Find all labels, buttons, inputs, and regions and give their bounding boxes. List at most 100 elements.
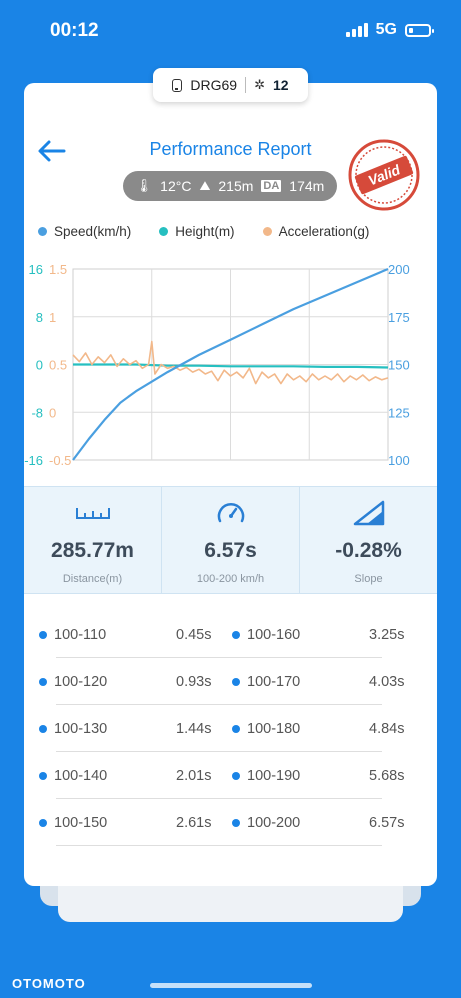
home-indicator[interactable]	[150, 983, 312, 988]
device-pill[interactable]: DRG69 ✲ 12	[153, 68, 308, 102]
split-bullet-icon	[232, 678, 240, 686]
split-time: 4.84s	[369, 721, 405, 737]
split-time: 6.57s	[369, 815, 405, 831]
time-value: 6.57s	[204, 539, 257, 562]
split-time: 2.61s	[176, 815, 212, 831]
stat-time: 6.57s 100-200 km/h	[161, 487, 299, 593]
split-bullet-icon	[232, 631, 240, 639]
thermometer-icon: 🌡︎	[135, 178, 153, 193]
split-row: 100-120 0.93s 100-170 4.03s	[24, 658, 437, 705]
acceleration-tick-label: 0	[49, 405, 56, 420]
speed-tick-label: 125	[388, 405, 410, 420]
split-time: 0.45s	[176, 627, 212, 643]
row-divider	[56, 798, 382, 799]
split-bullet-icon	[39, 725, 47, 733]
acceleration-tick-label: 0.5	[49, 358, 67, 373]
mountain-icon: ⛰︎	[199, 178, 211, 193]
speed-tick-label: 100	[388, 453, 410, 468]
battery-icon	[405, 23, 434, 37]
time-label: 100-200 km/h	[196, 573, 265, 585]
split-bullet-icon	[39, 772, 47, 780]
legend-acceleration-label: Acceleration(g)	[278, 224, 370, 239]
acceleration-tick-label: 1	[49, 310, 56, 325]
split-row: 100-130 1.44s 100-180 4.84s	[24, 705, 437, 752]
acceleration-tick-label: 1.5	[49, 262, 67, 277]
split-bullet-icon	[232, 819, 240, 827]
split-range: 100-140	[54, 768, 108, 784]
split-range: 100-110	[54, 627, 107, 643]
otomoto-watermark: OTOMOTO	[12, 976, 86, 991]
height-series-line	[73, 363, 389, 369]
pill-divider	[245, 77, 247, 93]
split-row: 100-110 0.45s 100-160 3.25s	[24, 611, 437, 658]
stat-slope: -0.28% Slope	[299, 487, 437, 593]
back-arrow-icon[interactable]	[36, 139, 66, 163]
split-range: 100-160	[247, 627, 301, 643]
temperature-value: 12°C	[160, 178, 192, 194]
split-bullet-icon	[39, 819, 47, 827]
slope-value: -0.28%	[335, 539, 402, 562]
stats-panel: 285.77m Distance(m) 6.57s 100-200 km/h	[24, 486, 437, 594]
distance-label: Distance(m)	[62, 573, 123, 585]
speedometer-icon	[217, 503, 244, 523]
height-tick-label: -16	[24, 453, 43, 468]
slope-icon	[353, 500, 384, 526]
height-tick-label: 8	[36, 310, 43, 325]
speed-tick-label: 150	[388, 358, 410, 373]
split-time: 3.25s	[369, 627, 405, 643]
split-range: 100-200	[247, 815, 301, 831]
density-altitude-badge: DA	[261, 180, 282, 192]
split-range: 100-120	[54, 674, 108, 690]
ruler-icon	[75, 508, 110, 519]
split-range: 100-170	[247, 674, 301, 690]
split-time: 5.68s	[369, 768, 405, 784]
altitude-value: 215m	[218, 178, 254, 194]
satellite-count: 12	[273, 77, 289, 93]
device-icon	[172, 78, 183, 92]
speed-tick-label: 200	[388, 262, 410, 277]
split-range: 100-150	[54, 815, 108, 831]
chart-legend: Speed(km/h) Height(m) Acceleration(g)	[38, 224, 369, 239]
split-range: 100-180	[247, 721, 301, 737]
status-bar: 00:12 5G	[0, 0, 461, 62]
split-bullet-icon	[232, 772, 240, 780]
legend-speed-label: Speed(km/h)	[54, 224, 132, 239]
network-label: 5G	[375, 21, 397, 38]
split-range: 100-130	[54, 721, 108, 737]
row-divider	[56, 657, 382, 658]
slope-label: Slope	[354, 573, 383, 585]
row-divider	[56, 751, 382, 752]
legend-acceleration: Acceleration(g)	[262, 224, 370, 239]
performance-chart: 16 8 0 -8 -16 1.5 1 0.5 0 -0.5 200 175 150 125 100	[24, 262, 410, 468]
legend-acceleration-swatch	[262, 227, 272, 236]
satellite-icon: ✲	[254, 77, 265, 92]
card-stack-shadow-2	[58, 880, 403, 922]
legend-height-label: Height(m)	[175, 224, 235, 239]
performance-report-card: Performance Report 🌡︎ 12°C ⛰︎ 215m DA 17…	[24, 83, 437, 886]
split-bullet-icon	[232, 725, 240, 733]
row-divider	[56, 704, 382, 705]
legend-height-swatch	[159, 227, 169, 236]
legend-height: Height(m)	[159, 224, 235, 239]
acceleration-tick-label: -0.5	[49, 453, 71, 468]
conditions-badge: 🌡︎ 12°C ⛰︎ 215m DA 174m	[123, 171, 337, 201]
split-bullet-icon	[39, 631, 47, 639]
row-divider	[56, 845, 382, 846]
distance-value: 285.77m	[51, 539, 134, 562]
height-tick-label: -8	[31, 405, 43, 420]
split-time: 1.44s	[176, 721, 212, 737]
split-range: 100-190	[247, 768, 301, 784]
split-time: 0.93s	[176, 674, 212, 690]
density-altitude-value: 174m	[289, 178, 325, 194]
status-indicators: 5G	[345, 21, 434, 39]
height-tick-label: 0	[36, 358, 43, 373]
height-tick-label: 16	[29, 262, 43, 277]
split-time: 2.01s	[176, 768, 212, 784]
valid-stamp: Valid	[348, 139, 420, 211]
split-row: 100-150 2.61s 100-200 6.57s	[24, 799, 437, 846]
legend-speed: Speed(km/h)	[38, 224, 131, 239]
split-time: 4.03s	[369, 674, 405, 690]
acceleration-series-line	[72, 340, 389, 385]
speed-tick-label: 175	[388, 310, 410, 325]
split-row: 100-140 2.01s 100-190 5.68s	[24, 752, 437, 799]
